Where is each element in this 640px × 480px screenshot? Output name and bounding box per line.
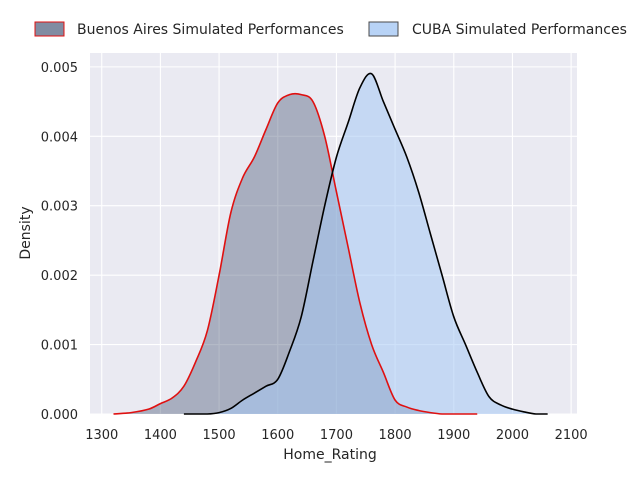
y-axis-label: Density (18, 206, 34, 259)
x-tick-label: 2000 (496, 428, 529, 443)
x-tick-label: 1700 (320, 428, 353, 443)
area-cuba (183, 73, 548, 414)
x-tick-label: 1500 (203, 428, 236, 443)
y-tick-label: 0.005 (41, 61, 78, 76)
x-tick-label: 1300 (85, 428, 118, 443)
legend-swatch-buenos-aires (34, 21, 65, 37)
legend-label-buenos-aires: Buenos Aires Simulated Performances (77, 22, 344, 38)
x-tick-label: 1900 (437, 428, 470, 443)
y-tick-label: 0.002 (41, 269, 78, 284)
y-tick-label: 0.003 (41, 200, 78, 215)
x-tick-label: 1800 (379, 428, 412, 443)
y-tick-label: 0.001 (41, 339, 78, 354)
line-buenos-aires (113, 92, 478, 415)
x-tick-label: 1400 (144, 428, 177, 443)
y-axis-ticks: 0.000 0.001 0.002 0.003 0.004 0.005 (41, 61, 78, 423)
x-axis-label: Home_Rating (283, 447, 376, 463)
area-buenos-aires (113, 93, 478, 415)
legend-item-buenos-aires: Buenos Aires Simulated Performances (34, 21, 344, 38)
x-tick-label: 2100 (555, 428, 588, 443)
legend-swatch-cuba (368, 21, 399, 37)
legend-item-cuba: CUBA Simulated Performances (368, 21, 627, 38)
legend-label-cuba: CUBA Simulated Performances (412, 22, 627, 38)
x-axis-ticks: 1300 1400 1500 1600 1700 1800 1900 2000 2100 (85, 428, 587, 443)
series-layer (113, 72, 548, 415)
line-cuba (183, 72, 548, 415)
x-tick-label: 1600 (261, 428, 294, 443)
y-tick-label: 0.004 (41, 130, 78, 145)
legend: Buenos Aires Simulated Performances CUBA… (34, 21, 627, 38)
y-tick-label: 0.000 (41, 408, 78, 423)
